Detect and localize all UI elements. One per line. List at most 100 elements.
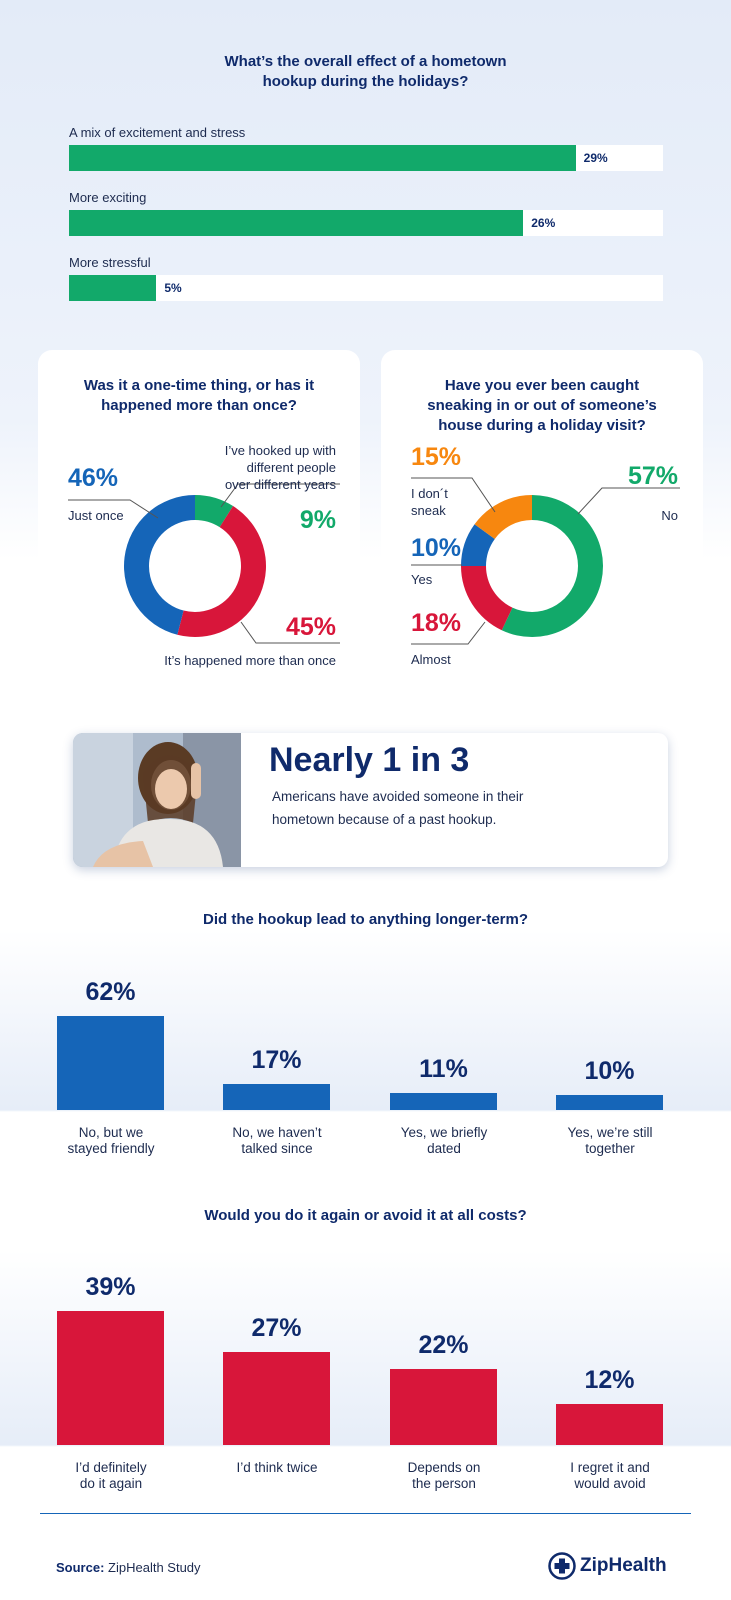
- caught-title-line2: sneaking in or out of someone’s: [427, 397, 657, 414]
- again-category-label: Depends on the person: [374, 1460, 514, 1492]
- longterm-category-line: No, but we: [78, 1125, 144, 1140]
- effect-bar-label: More exciting: [69, 190, 147, 205]
- again-bar: [390, 1369, 497, 1445]
- caught-chart-title: Have you ever been caught sneaking in or…: [381, 376, 703, 436]
- donut2-slice-0: [501, 495, 603, 637]
- longterm-category-line: No, we haven’t: [232, 1125, 322, 1140]
- donut1-label-more-than-once: It’s happened more than once: [164, 653, 336, 668]
- again-category-label: I’d think twice: [207, 1460, 347, 1476]
- longterm-category-label: Yes, we’re still together: [540, 1125, 680, 1157]
- donut1-multiple-line3: over different years: [224, 477, 336, 492]
- callout-headline: Nearly 1 in 3: [269, 741, 470, 779]
- again-category-line: I’d think twice: [236, 1460, 318, 1475]
- caught-title-line3: house during a holiday visit?: [438, 417, 646, 434]
- leader-line-just-once: [68, 499, 159, 519]
- donut2-slice-3: [474, 495, 532, 539]
- donut2-slice-2: [461, 524, 495, 566]
- donut1-slice-1: [177, 506, 267, 638]
- footer-divider: [40, 1513, 691, 1514]
- effect-bar-track: 29%: [69, 145, 663, 171]
- donut1-label-just-once: Just once: [68, 508, 124, 523]
- again-category-label: I’d definitely do it again: [41, 1460, 181, 1492]
- donut2-value-nosneak: 15%: [411, 443, 462, 471]
- longterm-category-line: Yes, we briefly: [400, 1125, 488, 1140]
- again-category-line: do it again: [79, 1476, 143, 1491]
- again-category-label: I regret it and would avoid: [540, 1460, 680, 1492]
- donut2-nosneak-line2: sneak: [411, 503, 446, 518]
- longterm-bar: [556, 1094, 663, 1110]
- effect-bar-track: 26%: [69, 210, 663, 236]
- effect-bar: [69, 210, 524, 236]
- source-value: ZipHealth Study: [108, 1560, 201, 1575]
- effect-bar-value: 26%: [531, 216, 556, 230]
- donut1-multiple-line1: I’ve hooked up with: [224, 443, 336, 458]
- leader-line-more-than-once: [240, 621, 340, 644]
- leader-line-nosneak: [411, 477, 496, 513]
- again-category-line: Depends on: [407, 1460, 481, 1475]
- woman-illustration: [73, 733, 241, 867]
- longterm-category-line: together: [585, 1141, 635, 1156]
- donut2-value-yes: 10%: [411, 534, 462, 562]
- onetime-donut-chart: [68, 477, 680, 645]
- donut1-slice-0: [123, 495, 195, 635]
- onetime-title-line2: happened more than once?: [101, 397, 297, 414]
- leader-line-no: [577, 487, 680, 515]
- onetime-title-line1: Was it a one-time thing, or has it: [83, 377, 315, 394]
- longterm-bar-value: 11%: [419, 1055, 468, 1084]
- stat-callout-card: Nearly 1 in 3 Americans have avoided som…: [73, 733, 668, 867]
- effect-title-line1: What’s the overall effect of a hometown: [224, 53, 507, 70]
- longterm-bar: [390, 1093, 497, 1110]
- donut1-multiple-line2: different people: [246, 460, 336, 475]
- donut1-value-more-than-once: 45%: [285, 613, 336, 641]
- again-bar: [556, 1403, 663, 1445]
- again-bar-value: 12%: [584, 1365, 635, 1394]
- donut2-value-almost: 18%: [411, 609, 462, 637]
- longterm-category-line: dated: [427, 1141, 461, 1156]
- onetime-chart-title: Was it a one-time thing, or has it happe…: [38, 376, 360, 416]
- again-category-line: the person: [412, 1476, 476, 1491]
- again-chart-title: Would you do it again or avoid it at all…: [204, 1207, 527, 1224]
- donut2-slice-1: [461, 566, 513, 631]
- callout-body: Americans have avoided someone in their …: [272, 785, 523, 831]
- effect-chart-title: What’s the overall effect of a hometown …: [0, 52, 731, 92]
- again-bar-value: 22%: [418, 1331, 469, 1360]
- longterm-bar-value: 10%: [584, 1056, 635, 1085]
- longterm-chart-title: Did the hookup lead to anything longer-t…: [203, 911, 528, 928]
- again-category-line: would avoid: [574, 1476, 646, 1491]
- source-note: Source: ZipHealth Study: [56, 1560, 201, 1575]
- donut2-value-no: 57%: [627, 462, 678, 490]
- effect-bar: [69, 275, 157, 301]
- ziphealth-logo: ZipHealth: [548, 1552, 667, 1580]
- effect-bar-label: A mix of excitement and stress: [69, 125, 246, 140]
- longterm-bar-value: 62%: [85, 978, 136, 1006]
- longterm-category-label: Yes, we briefly dated: [374, 1125, 514, 1157]
- again-category-line: I’d definitely: [75, 1460, 147, 1475]
- donut2-label-yes: Yes: [411, 572, 433, 587]
- again-category-line: I regret it and: [570, 1460, 650, 1475]
- longterm-category-line: stayed friendly: [67, 1141, 155, 1156]
- donut1-value-multiple: 9%: [299, 506, 336, 534]
- effect-bar-label: More stressful: [69, 255, 151, 270]
- longterm-bar-value: 17%: [251, 1046, 302, 1075]
- donut2-nosneak-line1: I don´t: [411, 486, 448, 501]
- effect-title-line2: hookup during the holidays?: [262, 73, 469, 90]
- longterm-category-label: No, we haven’t talked since: [207, 1125, 347, 1157]
- donut2-label-no: No: [661, 508, 678, 523]
- caught-title-line1: Have you ever been caught: [444, 377, 640, 394]
- donut2-label-almost: Almost: [411, 652, 451, 667]
- longterm-category-line: Yes, we’re still: [567, 1125, 653, 1140]
- longterm-bar: [223, 1084, 330, 1110]
- effect-bar-value: 29%: [583, 151, 608, 165]
- again-bar: [57, 1311, 164, 1445]
- leader-line-almost: [411, 621, 486, 645]
- again-bar-value: 27%: [251, 1314, 302, 1343]
- again-bar-value: 39%: [85, 1273, 136, 1301]
- again-bar: [223, 1352, 330, 1445]
- donut2-label-nosneak: I don´t sneak: [411, 485, 448, 519]
- ziphealth-wordmark: ZipHealth: [580, 1555, 667, 1576]
- leader-line-multiple: [220, 483, 340, 508]
- effect-bar: [69, 145, 576, 171]
- effect-bar-track: 5%: [69, 275, 663, 301]
- longterm-category-label: No, but we stayed friendly: [41, 1125, 181, 1157]
- ziphealth-cross-icon: [548, 1552, 576, 1580]
